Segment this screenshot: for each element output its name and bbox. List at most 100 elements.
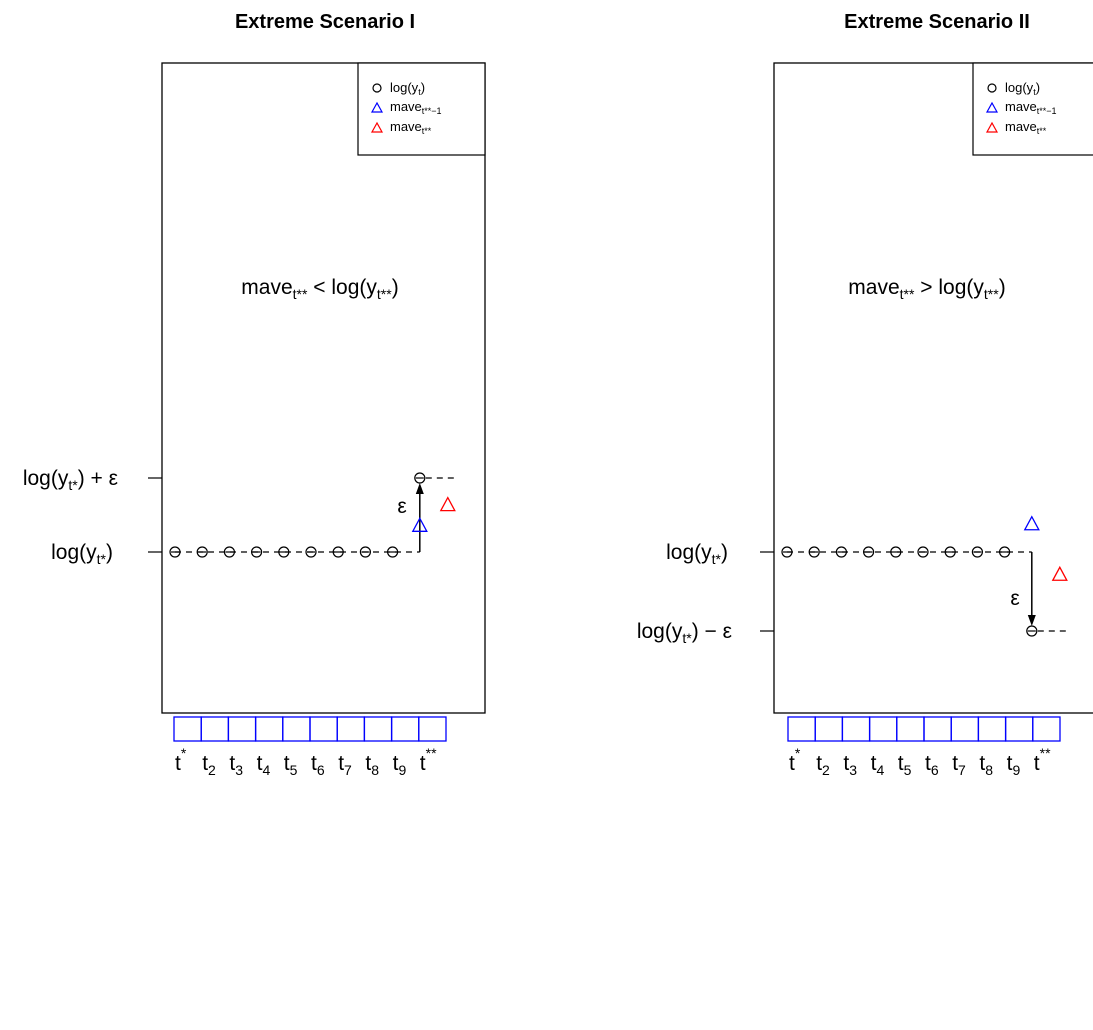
legend-blue-triangle-marker (370, 101, 384, 113)
panel-2-plot-frame (773, 62, 1093, 714)
log-y-point (781, 546, 793, 558)
panel-1-legend: log(yt) mavet**−1 mavet** (357, 62, 486, 156)
panel-1-title: Extreme Scenario I (235, 11, 415, 33)
time-tick-label: t6 (925, 752, 939, 778)
panel-1-time-boxes (173, 716, 447, 742)
panel-2-legend: log(yt) mavet**−1 mavet** (972, 62, 1093, 156)
panel-2-series (781, 515, 1068, 637)
time-tick-label: t** (1034, 745, 1051, 775)
legend-item-mave-curr: mavet** (1005, 119, 1047, 136)
time-box (363, 716, 393, 742)
time-tick-label: t** (420, 745, 437, 775)
legend-circle-marker (372, 83, 382, 93)
legend-red-triangle-marker (985, 121, 999, 133)
log-y-point (251, 546, 263, 558)
legend-circle-marker (987, 83, 997, 93)
time-box (418, 716, 447, 742)
log-y-point (305, 546, 317, 558)
legend-item-mave-prev: mavet**−1 (1005, 99, 1057, 116)
time-tick-label: t5 (284, 752, 298, 778)
mave-curr-marker (1051, 565, 1068, 581)
legend-red-triangle-marker (370, 121, 384, 133)
time-tick-label: t9 (1007, 752, 1021, 778)
time-box (282, 716, 311, 742)
log-y-point (414, 472, 426, 484)
legend-box (972, 62, 1093, 156)
log-y-point (169, 546, 181, 558)
time-tick-label: t8 (979, 752, 993, 778)
time-box (950, 716, 980, 742)
log-y-point (835, 546, 848, 558)
panel-1-time-ticks: t* t2 t3 t4 t5 t6 t7 t8 t9 t** (175, 745, 437, 778)
time-box (309, 716, 338, 742)
time-box (200, 716, 230, 742)
log-y-point (359, 546, 371, 558)
log-y-point (387, 546, 399, 558)
time-tick-label: t* (175, 745, 187, 775)
log-y-point (862, 546, 875, 558)
mave-curr-marker (439, 496, 456, 512)
mave-prev-marker (1023, 515, 1040, 531)
epsilon-arrow-head (1027, 615, 1036, 626)
time-tick-label: t7 (338, 752, 352, 778)
panel-1-ylabel-base: log(yt*) (51, 541, 113, 567)
log-y-point (971, 546, 984, 558)
time-tick-label: t4 (257, 752, 271, 778)
time-box (173, 716, 202, 742)
time-tick-label: t2 (202, 752, 216, 778)
time-tick-label: t8 (365, 752, 379, 778)
time-tick-label: t2 (816, 752, 830, 778)
panel-2-epsilon-label: ε (1010, 587, 1019, 610)
log-y-point (917, 546, 929, 558)
time-box (896, 716, 925, 742)
panel-2-title: Extreme Scenario II (844, 11, 1030, 33)
panel-2: Extreme Scenario II log(yt) mavet**−1 ma… (637, 11, 1093, 778)
legend-item-log-y: log(yt) (390, 80, 425, 97)
time-tick-label: t* (789, 745, 801, 775)
time-box (923, 716, 952, 742)
log-y-point (196, 546, 208, 558)
panel-1-epsilon-label: ε (397, 495, 406, 518)
time-box (1004, 716, 1034, 742)
log-y-point (278, 546, 290, 558)
time-box (1032, 716, 1061, 742)
time-box (336, 716, 366, 742)
time-box (868, 716, 898, 742)
log-y-point (332, 546, 344, 558)
panel-2-annotation: mavet** > log(yt**) (848, 276, 1005, 302)
legend-item-log-y: log(yt) (1005, 80, 1040, 97)
time-tick-label: t4 (871, 752, 885, 778)
log-y-point (890, 546, 902, 558)
panel-1-annotation: mavet** < log(yt**) (241, 276, 398, 302)
time-box (814, 716, 844, 742)
log-y-point (998, 546, 1011, 558)
time-tick-label: t5 (898, 752, 912, 778)
log-y-point (1026, 625, 1038, 637)
panel-2-time-ticks: t* t2 t3 t4 t5 t6 t7 t8 t9 t** (789, 745, 1051, 778)
time-tick-label: t3 (229, 752, 243, 778)
panel-2-ylabel-lower: log(yt*) − ε (637, 620, 732, 646)
log-y-point (944, 546, 956, 558)
time-box (390, 716, 420, 742)
panel-1-series (169, 472, 456, 558)
panel-1-plot-frame (161, 62, 486, 714)
mave-prev-marker (411, 516, 428, 532)
time-tick-label: t7 (952, 752, 966, 778)
legend-item-mave-prev: mavet**−1 (390, 99, 442, 116)
panel-1-ylabel-upper: log(yt*) + ε (23, 467, 118, 493)
panel-1: Extreme Scenario I log(yt) mavet**−1 mav… (23, 11, 486, 778)
log-y-point (808, 546, 820, 558)
time-box (227, 716, 257, 742)
time-box (787, 716, 816, 742)
panel-2-ylabel-base: log(yt*) (666, 541, 728, 567)
panel-2-time-boxes (787, 716, 1061, 742)
time-tick-label: t6 (311, 752, 325, 778)
time-tick-label: t3 (843, 752, 857, 778)
time-box (977, 716, 1007, 742)
log-y-point (223, 546, 235, 558)
epsilon-arrow-head (415, 483, 424, 494)
legend-item-mave-curr: mavet** (390, 119, 432, 136)
time-box (254, 716, 284, 742)
legend-blue-triangle-marker (985, 101, 999, 113)
